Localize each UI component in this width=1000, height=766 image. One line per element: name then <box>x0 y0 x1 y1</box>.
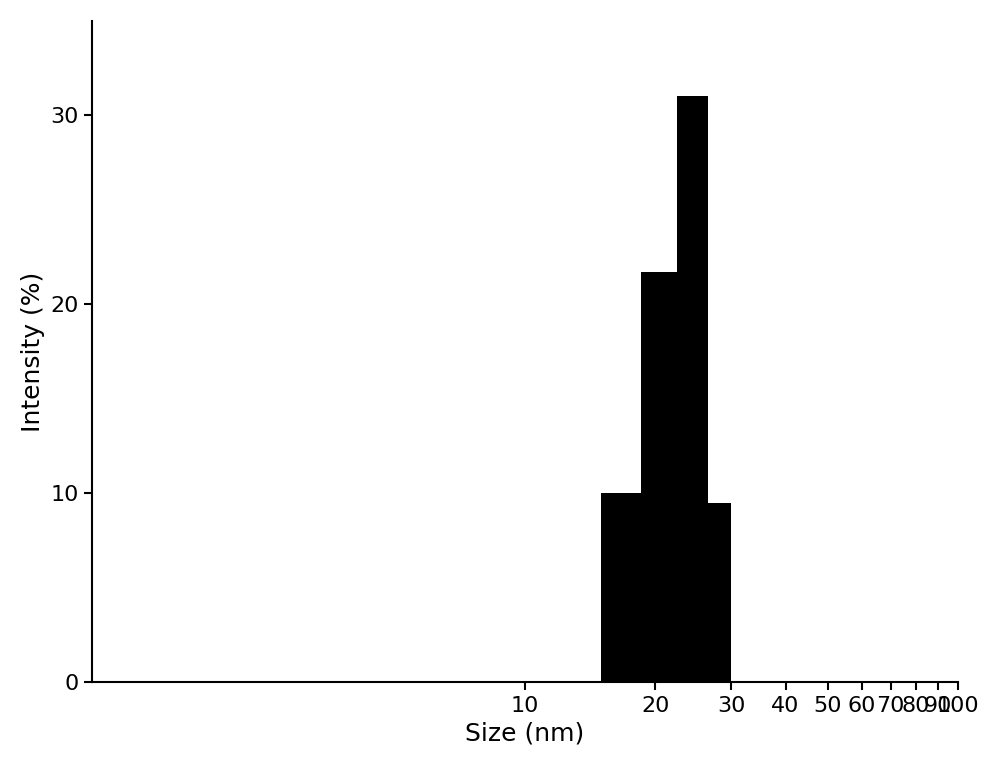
Bar <box>601 493 641 683</box>
X-axis label: Size (nm): Size (nm) <box>465 721 585 745</box>
Bar <box>677 97 708 683</box>
Bar <box>641 272 677 683</box>
Y-axis label: Intensity (%): Intensity (%) <box>21 271 45 432</box>
Bar <box>708 502 731 683</box>
